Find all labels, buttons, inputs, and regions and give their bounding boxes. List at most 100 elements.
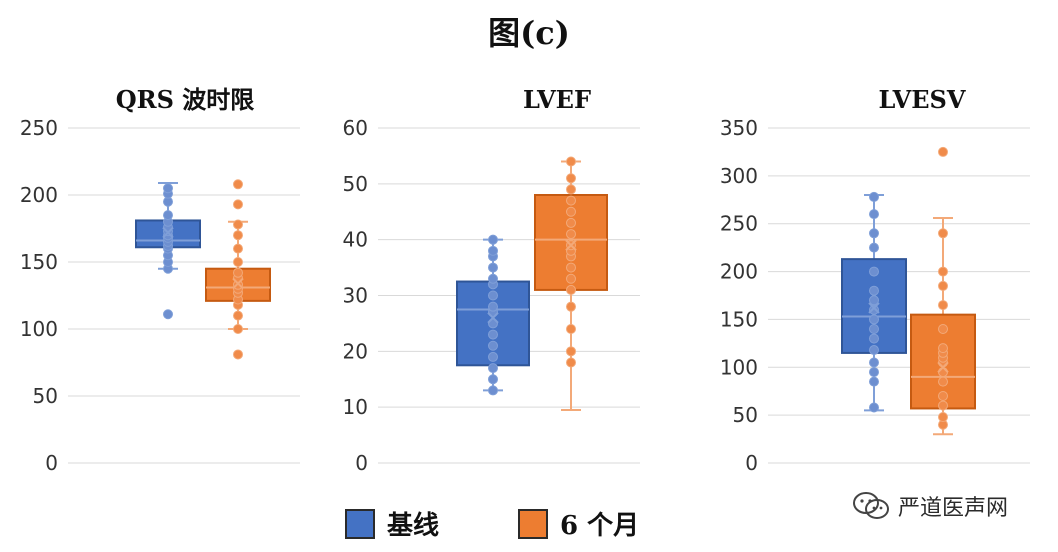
data-point xyxy=(488,329,498,340)
data-point xyxy=(163,210,173,221)
data-point xyxy=(233,243,243,254)
data-point xyxy=(488,245,498,256)
y-tick-label: 150 xyxy=(20,250,58,274)
data-point xyxy=(488,301,498,312)
y-tick-label: 100 xyxy=(20,317,58,341)
y-tick-label: 300 xyxy=(720,164,758,188)
chart-title: LVESV xyxy=(879,85,966,114)
chart-title: QRS 波时限 xyxy=(116,85,255,114)
data-point xyxy=(938,376,948,387)
data-point xyxy=(566,195,576,206)
y-tick-label: 250 xyxy=(720,212,758,236)
chart-title: LVEF xyxy=(523,85,591,114)
data-point xyxy=(938,391,948,401)
data-point xyxy=(233,179,243,190)
wechat-icon xyxy=(853,492,889,519)
y-tick-label: 200 xyxy=(720,260,758,284)
data-point xyxy=(488,262,498,273)
y-tick-label: 100 xyxy=(720,355,758,379)
data-point xyxy=(938,146,948,157)
y-tick-label: 40 xyxy=(343,228,368,252)
data-point xyxy=(233,349,243,360)
data-point xyxy=(566,301,576,312)
y-tick-label: 50 xyxy=(33,384,58,408)
data-point xyxy=(869,209,879,220)
data-point xyxy=(566,206,576,217)
legend-item-baseline: 基线 xyxy=(345,505,439,542)
data-point xyxy=(938,228,948,239)
data-point xyxy=(566,284,576,295)
data-point xyxy=(233,257,243,267)
data-point xyxy=(938,412,948,423)
mean-marker xyxy=(232,277,244,290)
data-point xyxy=(566,357,576,368)
data-point xyxy=(869,228,879,239)
y-tick-label: 50 xyxy=(343,172,368,196)
data-point xyxy=(488,363,498,374)
data-point xyxy=(938,367,948,378)
data-point xyxy=(869,333,879,344)
y-tick-label: 0 xyxy=(745,451,758,475)
data-point xyxy=(869,367,879,378)
data-point xyxy=(869,304,879,315)
data-point xyxy=(869,314,879,325)
y-tick-label: 50 xyxy=(733,403,758,427)
y-tick-label: 0 xyxy=(355,451,368,475)
y-tick-label: 10 xyxy=(343,395,368,419)
watermark: 严道医声网 xyxy=(852,490,1008,522)
data-point xyxy=(488,385,498,396)
legend-swatch-six-month xyxy=(518,508,548,539)
legend-label-baseline: 基线 xyxy=(387,511,440,541)
data-point xyxy=(869,357,879,368)
data-point xyxy=(938,300,948,311)
data-point xyxy=(869,295,879,306)
data-point xyxy=(938,266,948,277)
legend-item-six-month: 6 个月 xyxy=(518,505,639,542)
y-tick-label: 350 xyxy=(720,116,758,140)
data-point xyxy=(566,324,576,334)
data-point xyxy=(566,229,576,240)
data-point xyxy=(869,324,879,334)
data-point xyxy=(938,324,948,334)
data-point xyxy=(233,267,243,278)
data-point xyxy=(233,199,243,210)
data-point xyxy=(163,183,173,194)
data-point xyxy=(938,343,948,354)
mean-marker xyxy=(162,226,174,239)
data-point xyxy=(233,230,243,241)
data-point xyxy=(869,191,879,202)
data-point xyxy=(566,156,576,167)
data-point xyxy=(488,273,498,284)
data-point xyxy=(938,400,948,411)
data-point xyxy=(566,346,576,357)
y-tick-label: 0 xyxy=(45,451,58,475)
data-point xyxy=(488,340,498,351)
y-tick-label: 20 xyxy=(343,339,368,363)
legend-swatch-baseline xyxy=(345,508,375,539)
data-point xyxy=(233,310,243,321)
charts-canvas: QRS 波时限 0 50 100 150 200 250 LVEF 0 10 20 30 40 50 60 L… xyxy=(20,85,1030,475)
y-tick-label: 60 xyxy=(343,116,368,140)
mean-marker xyxy=(487,312,499,324)
data-point xyxy=(163,309,173,320)
y-tick-label: 150 xyxy=(720,307,758,331)
data-point xyxy=(938,280,948,291)
mean-marker xyxy=(565,239,577,251)
data-point xyxy=(488,351,498,362)
data-point xyxy=(566,173,576,184)
data-point xyxy=(869,402,879,413)
data-point xyxy=(488,290,498,301)
data-point xyxy=(566,262,576,273)
y-tick-label: 30 xyxy=(343,284,368,308)
data-point xyxy=(566,184,576,195)
data-point xyxy=(869,242,879,253)
data-point xyxy=(869,345,879,356)
data-point xyxy=(869,285,879,296)
data-point xyxy=(566,217,576,228)
data-point xyxy=(566,273,576,284)
mean-marker xyxy=(868,302,880,314)
figure-title: 图(c) xyxy=(488,14,570,52)
data-point xyxy=(869,376,879,387)
data-point xyxy=(488,374,498,385)
data-point xyxy=(233,324,243,334)
